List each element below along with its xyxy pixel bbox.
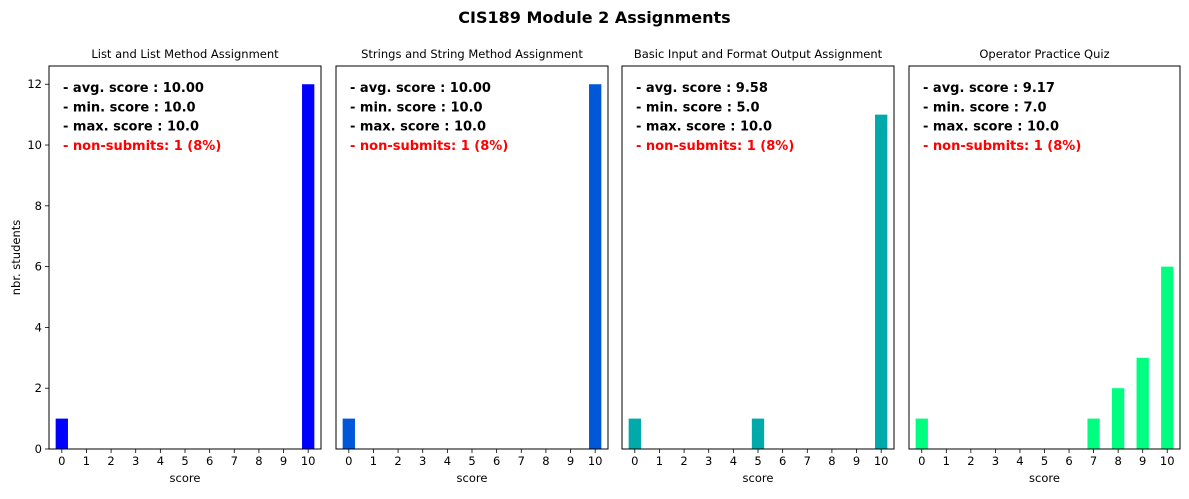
x-tick-label: 2 [680, 454, 687, 468]
axes-frame [908, 65, 1181, 450]
bar-score-10 [1161, 266, 1174, 449]
x-tick-label: 7 [804, 454, 811, 468]
x-tick-label: 1 [656, 454, 663, 468]
stat-annotation: - avg. score : 9.17 [923, 81, 1055, 96]
stat-annotation: - avg. score : 9.58 [636, 81, 768, 96]
x-axis-label: score [170, 471, 201, 485]
stat-annotation: - max. score : 10.0 [63, 120, 199, 135]
bar-score-0 [628, 418, 641, 449]
x-tick-label: 10 [588, 454, 603, 468]
x-tick-label: 3 [132, 454, 139, 468]
x-tick-label: 7 [1090, 454, 1097, 468]
x-tick-label: 8 [255, 454, 262, 468]
x-tick-label: 5 [468, 454, 475, 468]
bar-score-0 [342, 418, 355, 449]
bar-score-9 [1136, 357, 1149, 449]
x-tick-label: 5 [754, 454, 761, 468]
x-tick-label: 6 [1065, 454, 1072, 468]
stat-annotation: - non-submits: 1 (8%) [350, 139, 508, 154]
x-tick-label: 4 [730, 454, 737, 468]
subplot-title: List and List Method Assignment [91, 47, 279, 61]
x-tick-label: 3 [705, 454, 712, 468]
bar-score-5 [751, 418, 765, 449]
stat-annotation: - non-submits: 1 (8%) [636, 139, 794, 154]
stat-annotation: - avg. score : 10.00 [350, 81, 491, 96]
stat-annotation: - max. score : 10.0 [923, 120, 1059, 135]
y-tick-label: 2 [35, 381, 42, 395]
x-tick-label: 0 [918, 454, 925, 468]
x-tick-label: 4 [157, 454, 164, 468]
figure-title: CIS189 Module 2 Assignments [458, 8, 731, 27]
x-tick-label: 5 [1041, 454, 1048, 468]
stat-annotation: - max. score : 10.0 [350, 120, 486, 135]
x-tick-label: 0 [58, 454, 65, 468]
bar-score-7 [1087, 418, 1100, 449]
x-tick-label: 10 [1160, 454, 1175, 468]
bar-score-10 [302, 84, 315, 449]
x-tick-label: 0 [345, 454, 352, 468]
x-tick-label: 8 [828, 454, 835, 468]
x-tick-label: 9 [280, 454, 287, 468]
bar-score-0 [55, 418, 68, 449]
x-tick-label: 10 [874, 454, 889, 468]
y-tick-label: 0 [35, 442, 42, 456]
x-tick-label: 3 [419, 454, 426, 468]
stat-annotation: - min. score : 10.0 [63, 100, 196, 115]
x-axis-label: score [743, 471, 774, 485]
y-tick-label: 12 [27, 77, 42, 91]
x-tick-label: 9 [1139, 454, 1146, 468]
stat-annotation: - min. score : 5.0 [636, 100, 760, 115]
axes-frame [621, 65, 895, 450]
subplot-title: Strings and String Method Assignment [361, 47, 583, 61]
x-tick-label: 1 [943, 454, 950, 468]
stat-annotation: - max. score : 10.0 [636, 120, 772, 135]
x-tick-label: 7 [231, 454, 238, 468]
x-axis-label: score [1029, 471, 1060, 485]
stat-annotation: - min. score : 10.0 [350, 100, 483, 115]
x-tick-label: 9 [853, 454, 860, 468]
x-tick-label: 8 [1114, 454, 1121, 468]
bar-score-10 [589, 84, 602, 449]
y-axis-label: nbr. students [9, 220, 23, 296]
x-tick-label: 1 [83, 454, 90, 468]
y-tick-label: 8 [35, 199, 42, 213]
x-tick-label: 9 [567, 454, 574, 468]
x-tick-label: 8 [542, 454, 549, 468]
bar-score-8 [1112, 388, 1125, 449]
stat-annotation: - non-submits: 1 (8%) [63, 139, 221, 154]
stat-annotation: - min. score : 7.0 [923, 100, 1047, 115]
stat-annotation: - avg. score : 10.00 [63, 81, 204, 96]
x-axis-label: score [457, 471, 488, 485]
x-tick-label: 3 [992, 454, 999, 468]
x-tick-label: 4 [444, 454, 451, 468]
x-tick-label: 5 [181, 454, 188, 468]
x-tick-label: 0 [631, 454, 638, 468]
x-tick-label: 2 [107, 454, 114, 468]
x-tick-label: 7 [518, 454, 525, 468]
x-tick-label: 10 [301, 454, 316, 468]
subplot-title: Basic Input and Format Output Assignment [634, 47, 883, 61]
x-tick-label: 6 [493, 454, 500, 468]
y-tick-label: 4 [35, 320, 42, 334]
x-tick-label: 2 [967, 454, 974, 468]
stat-annotation: - non-submits: 1 (8%) [923, 139, 1081, 154]
x-tick-label: 4 [1016, 454, 1023, 468]
x-tick-label: 6 [779, 454, 786, 468]
bar-score-0 [915, 418, 928, 449]
axes-frame [48, 65, 322, 450]
y-tick-label: 10 [27, 138, 42, 152]
subplot-title: Operator Practice Quiz [979, 47, 1109, 61]
x-tick-label: 1 [370, 454, 377, 468]
x-tick-label: 2 [394, 454, 401, 468]
axes-frame [335, 65, 609, 450]
bar-score-10 [875, 114, 888, 449]
x-tick-label: 6 [206, 454, 213, 468]
y-tick-label: 6 [35, 260, 42, 274]
